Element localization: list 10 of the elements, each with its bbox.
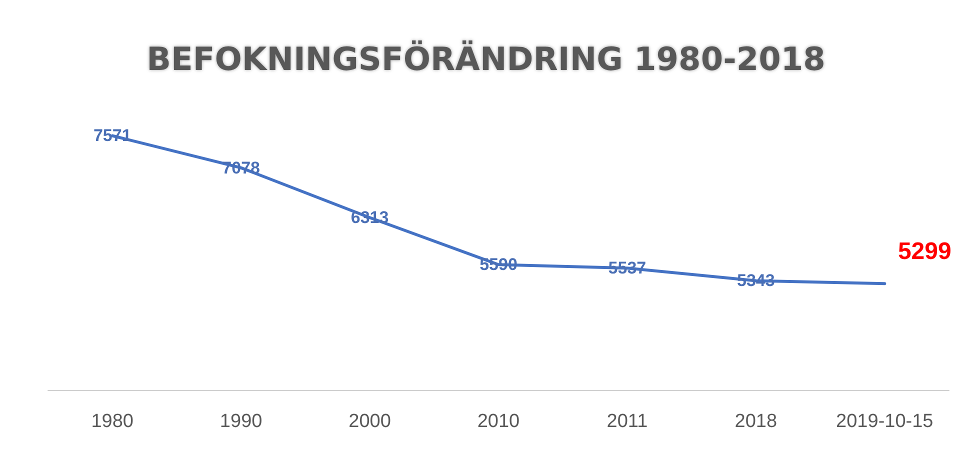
x-tick-label: 1980 [91,411,134,432]
x-tick-label: 2011 [606,411,648,432]
x-tick-label: 2000 [348,411,391,432]
chart-title: BEFOKNINGSFÖRÄNDRING 1980-2018 [146,40,826,78]
annotation: 5299 [898,238,952,266]
x-tick-label: 2010 [477,411,520,432]
data-label: 7571 [93,126,132,146]
x-tick-label: 2019-10-15 [836,411,934,432]
x-tick-label: 1990 [220,411,262,432]
x-tick-label: 2018 [734,411,778,432]
